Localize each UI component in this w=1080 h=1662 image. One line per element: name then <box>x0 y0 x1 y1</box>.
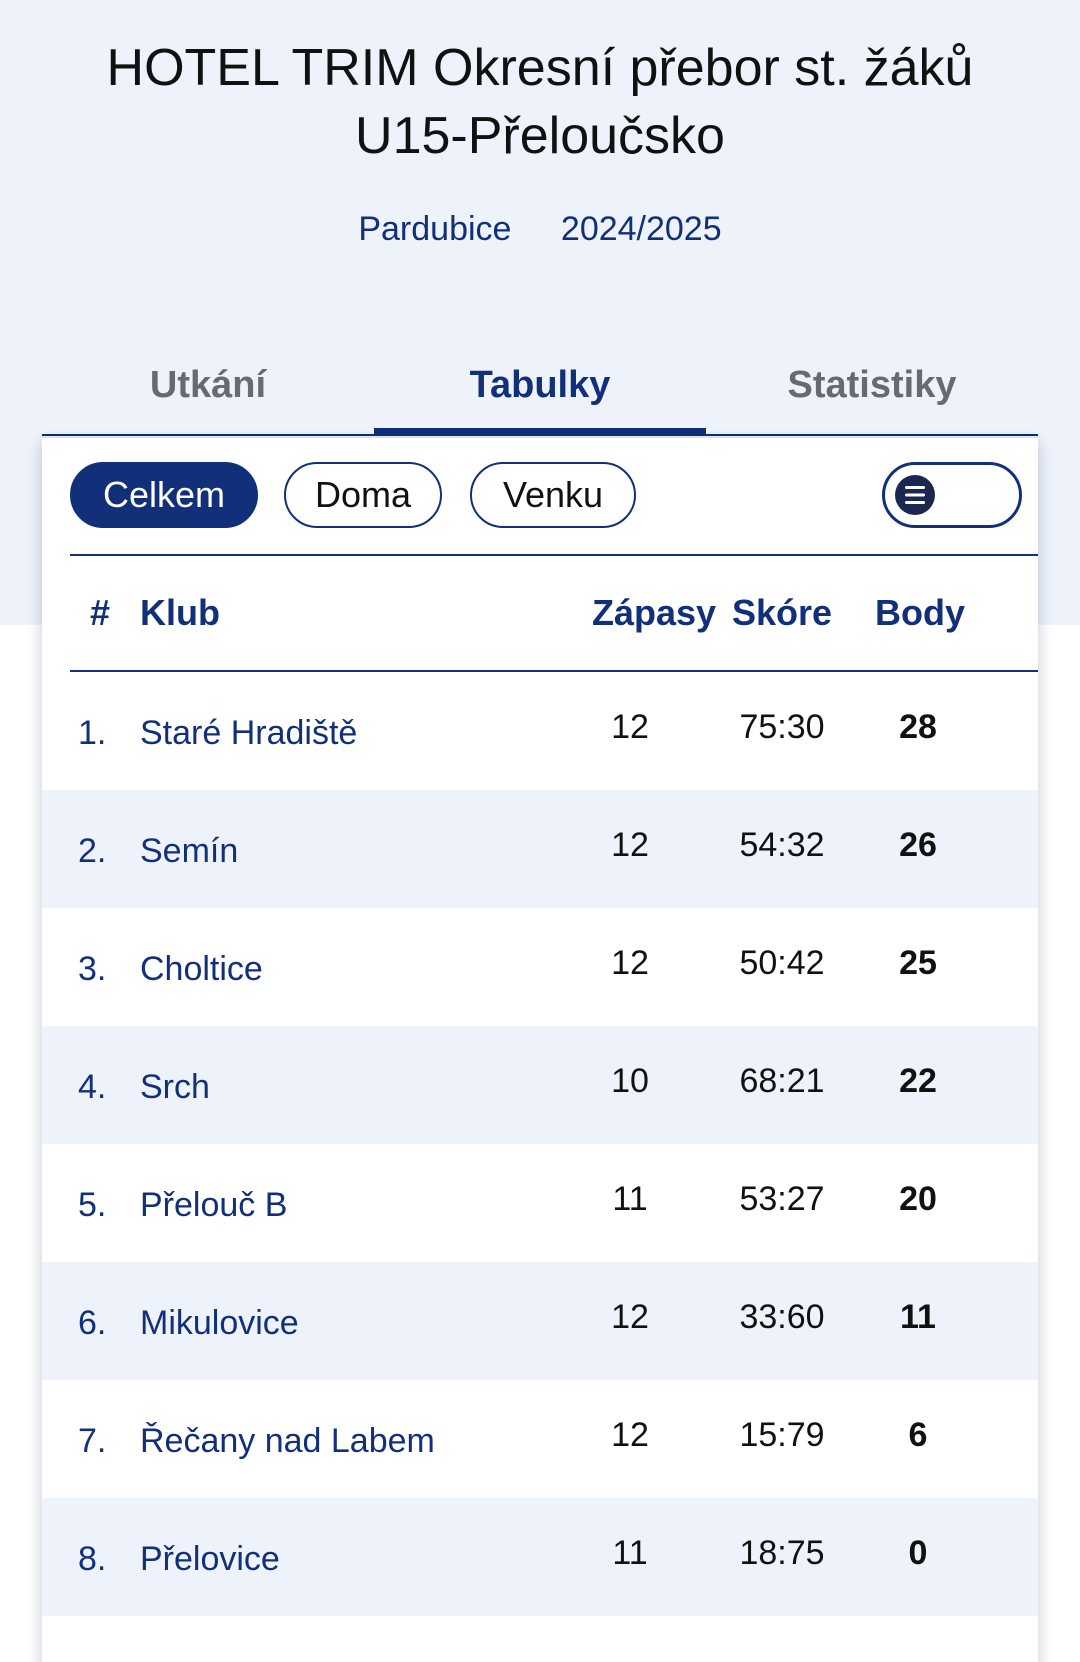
row-matches: 12 <box>611 944 649 982</box>
tab-tabulky[interactable]: Tabulky <box>374 350 706 436</box>
row-score: 75:30 <box>739 708 825 746</box>
row-club-link[interactable]: Srch <box>140 1068 210 1106</box>
region-label[interactable]: Pardubice <box>358 210 512 248</box>
row-club-link[interactable]: Přelouč B <box>140 1186 288 1224</box>
row-rank: 1. <box>78 714 107 752</box>
row-score: 33:60 <box>739 1298 825 1336</box>
row-points: 22 <box>899 1062 937 1100</box>
row-club-link[interactable]: Přelovice <box>140 1540 280 1578</box>
row-points: 20 <box>899 1180 937 1218</box>
header-points[interactable]: Body <box>875 592 965 633</box>
row-club-link[interactable]: Choltice <box>140 950 263 988</box>
filter-doma-button[interactable]: Doma <box>284 462 442 528</box>
standings-card: Celkem Doma Venku # Klub Zápasy Skóre Bo… <box>42 438 1038 1662</box>
row-club-link[interactable]: Staré Hradiště <box>140 714 358 752</box>
row-matches: 10 <box>611 1062 649 1100</box>
row-score: 50:42 <box>739 944 825 982</box>
row-points: 6 <box>908 1416 928 1454</box>
row-score: 54:32 <box>739 826 825 864</box>
competition-title: HOTEL TRIM Okresní přebor st. žáků U15-P… <box>106 39 974 165</box>
table-header: # Klub Zápasy Skóre Body <box>70 556 1038 672</box>
header-matches[interactable]: Zápasy <box>592 592 717 633</box>
competition-header: HOTEL TRIM Okresní přebor st. žáků U15-P… <box>0 0 1080 249</box>
row-rank: 5. <box>78 1186 107 1224</box>
row-rank: 6. <box>78 1304 107 1342</box>
row-rank: 7. <box>78 1422 107 1460</box>
row-points: 26 <box>899 826 937 864</box>
row-club-link[interactable]: Řečany nad Labem <box>140 1422 435 1460</box>
row-rank: 4. <box>78 1068 107 1106</box>
row-points: 28 <box>899 708 937 746</box>
row-matches: 12 <box>611 826 649 864</box>
header-rank: # <box>90 592 111 633</box>
list-icon <box>895 475 935 515</box>
section-tabs: Utkání Tabulky Statistiky <box>42 350 1038 436</box>
row-matches: 11 <box>612 1534 648 1572</box>
filter-divider <box>70 554 1038 556</box>
table-row[interactable]: 6. Mikulovice 12 33:60 11 <box>42 1262 1038 1380</box>
filter-group: Celkem Doma Venku <box>70 462 1010 528</box>
tab-statistiky[interactable]: Statistiky <box>787 364 957 406</box>
header-club: Klub <box>140 592 220 633</box>
season-label[interactable]: 2024/2025 <box>560 210 722 248</box>
table-row[interactable]: 3. Choltice 12 50:42 25 <box>42 908 1038 1026</box>
table-row[interactable]: 2. Semín 12 54:32 26 <box>42 790 1038 908</box>
row-points: 11 <box>900 1298 936 1336</box>
row-matches: 12 <box>611 1298 649 1336</box>
header-score[interactable]: Skóre <box>731 592 833 633</box>
row-points: 0 <box>908 1534 928 1572</box>
table-row[interactable]: 1. Staré Hradiště 12 75:30 28 <box>42 672 1038 790</box>
row-points: 25 <box>899 944 937 982</box>
row-score: 15:79 <box>739 1416 825 1454</box>
row-score: 68:21 <box>739 1062 825 1100</box>
row-rank: 2. <box>78 832 107 870</box>
table-row[interactable]: 4. Srch 10 68:21 22 <box>42 1026 1038 1144</box>
row-club-link[interactable]: Mikulovice <box>140 1304 299 1342</box>
row-matches: 12 <box>611 1416 649 1454</box>
row-rank: 8. <box>78 1540 107 1578</box>
row-matches: 12 <box>611 708 649 746</box>
row-score: 53:27 <box>739 1180 825 1218</box>
standings-rows: 1. Staré Hradiště 12 75:30 28 2. Semín 1… <box>42 672 1038 1616</box>
view-toggle[interactable] <box>882 462 1022 528</box>
table-row[interactable]: 8. Přelovice 11 18:75 0 <box>42 1498 1038 1616</box>
filter-celkem-button[interactable]: Celkem <box>70 462 258 528</box>
table-row[interactable]: 7. Řečany nad Labem 12 15:79 6 <box>42 1380 1038 1498</box>
row-rank: 3. <box>78 950 107 988</box>
filter-venku-button[interactable]: Venku <box>470 462 636 528</box>
row-club-link[interactable]: Semín <box>140 832 239 870</box>
tab-utkani[interactable]: Utkání <box>149 364 267 406</box>
row-matches: 11 <box>612 1180 648 1218</box>
competition-meta: Pardubice 2024/2025 <box>0 210 1080 249</box>
table-row[interactable]: 5. Přelouč B 11 53:27 20 <box>42 1144 1038 1262</box>
row-score: 18:75 <box>739 1534 825 1572</box>
